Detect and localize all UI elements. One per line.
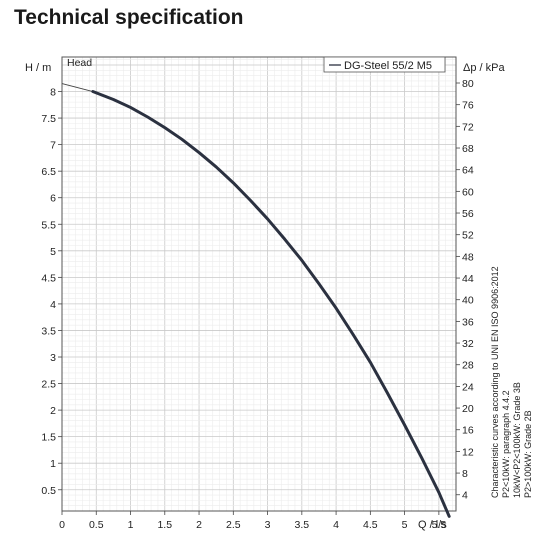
right-tick-label: 52 xyxy=(462,230,474,242)
x-tick-label: 2.5 xyxy=(226,519,241,531)
right-tick-label: 76 xyxy=(462,100,474,112)
x-tick-label: 0 xyxy=(59,519,65,531)
y-tick-label: 5.5 xyxy=(41,219,56,231)
right-tick-label: 44 xyxy=(462,273,474,285)
y-tick-label: 3.5 xyxy=(41,325,56,337)
right-tick-label: 48 xyxy=(462,251,474,263)
y-tick-label: 7 xyxy=(50,140,56,152)
x-tick-label: 5 xyxy=(402,519,408,531)
note-line: P2<10kW: paragraph 4.4.2 xyxy=(501,390,511,498)
curve-extrapolation xyxy=(61,83,93,92)
y-tick-label: 4 xyxy=(50,299,56,311)
x-tick-label: 2 xyxy=(196,519,202,531)
y-tick-label: 1.5 xyxy=(41,432,56,444)
x-tick-label: 5.5 xyxy=(432,519,447,531)
x-tick-label: 1.5 xyxy=(157,519,172,531)
y-tick-label: 6.5 xyxy=(41,166,56,178)
note-line: 10kW<P2<100kW: Grade 3B xyxy=(512,382,522,498)
x-tick-label: 3 xyxy=(265,519,271,531)
x-axis-label: Q / l/s xyxy=(418,519,447,531)
legend-series-label: DG-Steel 55/2 M5 xyxy=(344,60,432,72)
y-tick-label: 3 xyxy=(50,352,56,364)
x-tick-label: 0.5 xyxy=(89,519,104,531)
y-tick-label: 8 xyxy=(50,87,56,99)
series-layer xyxy=(61,83,451,518)
right-tick-label: 40 xyxy=(462,295,474,307)
series-line-head xyxy=(91,90,451,518)
y-tick-label: 4.5 xyxy=(41,272,56,284)
y-tick-label: 2.5 xyxy=(41,379,56,391)
right-tick-label: 32 xyxy=(462,338,474,350)
y-tick-label: 6 xyxy=(50,193,56,205)
right-tick-label: 56 xyxy=(462,208,474,220)
grid-layer xyxy=(61,57,456,512)
right-tick-label: 36 xyxy=(462,316,474,328)
right-tick-label: 68 xyxy=(462,143,474,155)
right-tick-label: 20 xyxy=(462,403,474,415)
y-tick-label: 0.5 xyxy=(41,485,56,497)
y-tick-label: 5 xyxy=(50,246,56,258)
right-tick-label: 24 xyxy=(462,381,474,393)
note-line: P2>100kW: Grade 2B xyxy=(523,410,533,498)
ticks-layer: 0.511.522.533.544.555.566.577.580 0.5 1 1.5… xyxy=(41,78,473,531)
legend-box xyxy=(323,56,446,73)
notes-block: Characteristic curves according to UNI E… xyxy=(490,266,533,498)
right-tick-label: 28 xyxy=(462,360,474,372)
legend: DG-Steel 55/2 M5 xyxy=(323,56,446,73)
right-tick-label: 80 xyxy=(462,78,474,90)
x-tick-label: 4.5 xyxy=(363,519,378,531)
right-tick-label: 60 xyxy=(462,186,474,198)
x-tick-label: 1 xyxy=(128,519,134,531)
right-tick-label: 72 xyxy=(462,121,474,133)
x-tick-label: 3.5 xyxy=(295,519,310,531)
right-tick-label: 12 xyxy=(462,446,474,458)
page-title: Technical specification xyxy=(14,6,244,29)
y-tick-label: 1 xyxy=(50,458,56,470)
right-tick-label: 64 xyxy=(462,165,474,177)
right-tick-label: 4 xyxy=(462,490,468,502)
plot-frame xyxy=(61,56,457,512)
note-line: Characteristic curves according to UNI E… xyxy=(490,266,500,498)
x-tick-label: 4 xyxy=(333,519,339,531)
y-axis-right-label: Δp / kPa xyxy=(463,62,505,74)
head-label: Head xyxy=(67,57,92,69)
right-tick-label: 8 xyxy=(462,468,468,480)
y-tick-label: 2 xyxy=(50,405,56,417)
y-tick-label: 7.5 xyxy=(41,113,56,125)
y-axis-left-label: H / m xyxy=(25,62,51,74)
right-tick-label: 16 xyxy=(462,425,474,437)
